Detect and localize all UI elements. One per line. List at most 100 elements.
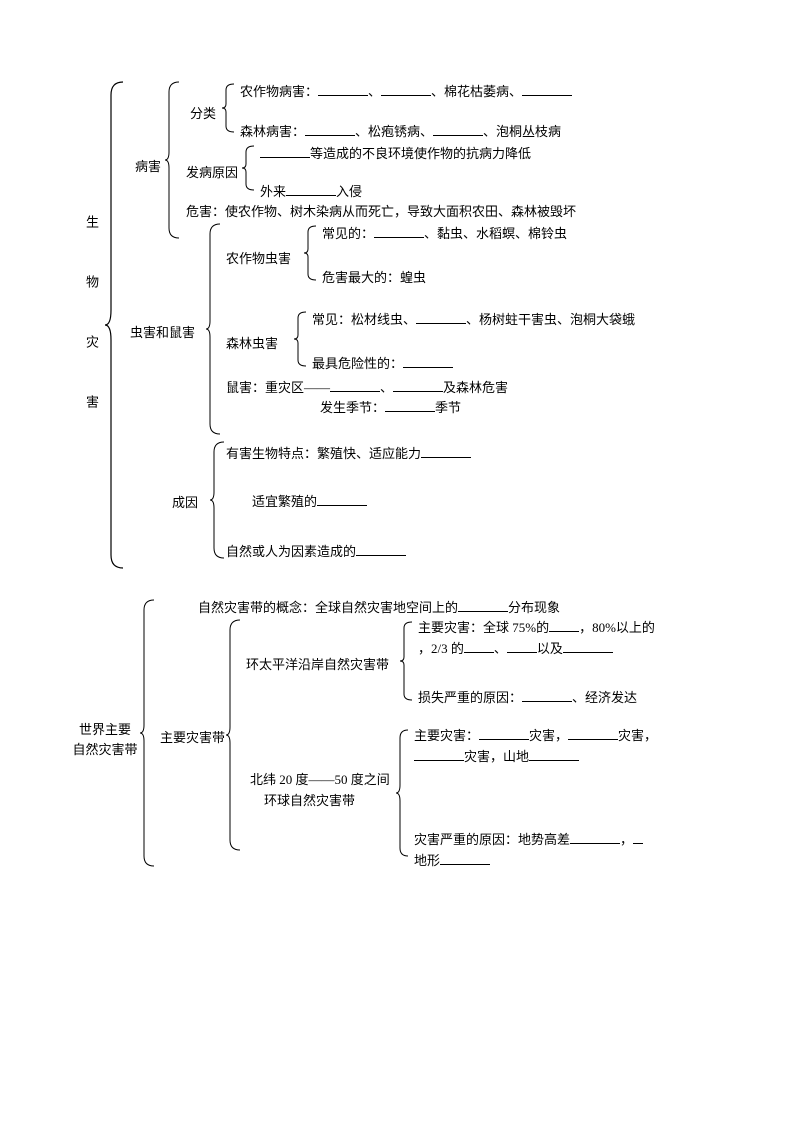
blank xyxy=(440,851,490,865)
htp-loss: 损失严重的原因： 、经济发达 xyxy=(418,688,637,709)
t: 、 xyxy=(380,380,393,395)
label-nzwch: 农作物虫害 xyxy=(226,248,291,267)
blank xyxy=(317,492,367,506)
blank xyxy=(385,398,435,412)
t: 等造成的不良环境使作物的抗病力降低 xyxy=(310,146,531,161)
root-world-disaster-belt: 世界主要 自然灾害带 xyxy=(70,720,140,759)
t: 发生季节： xyxy=(320,400,385,415)
blank xyxy=(286,182,336,196)
brace-slch xyxy=(294,310,308,368)
brace-s2-root xyxy=(140,598,156,868)
t: 、杨树蛀干害虫、泡桐大袋蛾 xyxy=(466,312,635,327)
brace-htp xyxy=(400,620,414,702)
bh-weihai: 危害：使农作物、树木染病从而死亡，导致大面积农田、森林被毁坏 xyxy=(186,202,576,223)
blank xyxy=(507,639,537,653)
t: 灾害，山地 xyxy=(464,749,529,764)
t: 灾害， xyxy=(618,728,657,743)
t: 主要灾害： xyxy=(414,728,479,743)
crop-disease-line: 农作物病害：、、棉花枯萎病、 xyxy=(240,82,572,103)
t: ，2/3 的 xyxy=(418,641,464,656)
bw-zy: 主要灾害： 灾害， 灾害， 灾害，山地 xyxy=(414,726,704,768)
fbyy-a: 等造成的不良环境使作物的抗病力降低 xyxy=(260,144,531,165)
label-binghai: 病害 xyxy=(135,156,161,175)
fbyy-b: 外来 入侵 xyxy=(260,182,362,203)
blank xyxy=(414,747,464,761)
shuhai-season: 发生季节： 季节 xyxy=(320,398,461,419)
blank xyxy=(633,830,643,844)
t: 入侵 xyxy=(336,184,362,199)
blank xyxy=(529,747,579,761)
blank xyxy=(356,542,406,556)
shuhai: 鼠害：重灾区—— 、 及森林危害 xyxy=(226,378,508,399)
t: 灾害， xyxy=(529,728,568,743)
brace-fenlei xyxy=(222,82,236,134)
root-biological-disaster: 生 物 灾 害 xyxy=(82,215,101,424)
blank xyxy=(374,224,424,238)
label-zyzhd: 主要灾害带 xyxy=(160,727,225,746)
label-htp: 环太平洋沿岸自然灾害带 xyxy=(246,654,389,673)
blank xyxy=(381,82,431,96)
t: 、黏虫、水稻螟、棉铃虫 xyxy=(424,226,567,241)
blank xyxy=(549,618,579,632)
blank xyxy=(421,444,471,458)
t: 森林病害： xyxy=(240,124,305,139)
bw2: 环球自然灾害带 xyxy=(250,791,390,812)
t: ，80%以上的 xyxy=(579,620,655,635)
brace-s1-root xyxy=(105,80,125,570)
slch-a: 常见：松材线虫、、杨树蛀干害虫、泡桐大袋蛾 xyxy=(312,310,635,331)
blank xyxy=(522,82,572,96)
label-chengyin: 成因 xyxy=(172,492,198,511)
brace-zyzhd xyxy=(226,618,242,852)
cy-b: 适宜繁殖的 xyxy=(252,492,367,513)
blank xyxy=(458,598,508,612)
blank xyxy=(570,830,620,844)
t: 鼠害：重灾区—— xyxy=(226,380,330,395)
t: 、松疱锈病、 xyxy=(355,124,433,139)
brace-binghai xyxy=(165,80,181,240)
t: 损失严重的原因： xyxy=(418,690,522,705)
t: 分布现象 xyxy=(508,600,560,615)
brace-chsh xyxy=(206,222,222,436)
t: 常见的： xyxy=(322,226,374,241)
t: 灾害严重的原因：地势高差 xyxy=(414,832,570,847)
forest-disease-line: 森林病害： 、松疱锈病、 、泡桐丛枝病 xyxy=(240,122,561,143)
label-fbyy: 发病原因 xyxy=(186,162,238,181)
t: 适宜繁殖的 xyxy=(252,494,317,509)
brace-cy xyxy=(210,440,226,560)
slch-b: 最具危险性的： xyxy=(312,354,453,375)
blank xyxy=(330,378,380,392)
t: 、经济发达 xyxy=(572,690,637,705)
label-chsh: 虫害和鼠害 xyxy=(130,322,195,341)
t: 季节 xyxy=(435,400,461,415)
blank xyxy=(464,639,494,653)
t: 主要灾害：全球 75%的 xyxy=(418,620,549,635)
cy-a: 有害生物特点：繁殖快、适应能力 xyxy=(226,444,471,465)
t: 有害生物特点：繁殖快、适应能力 xyxy=(226,446,421,461)
blank xyxy=(479,726,529,740)
htp-zy: 主要灾害：全球 75%的 ，80%以上的 ，2/3 的 、 以及 xyxy=(418,618,698,660)
brace-nzwch xyxy=(304,224,318,282)
bw1: 北纬 20 度——50 度之间 xyxy=(250,770,390,791)
t: 、 xyxy=(494,641,507,656)
blank xyxy=(568,726,618,740)
t: ， xyxy=(620,832,633,847)
brace-bw xyxy=(396,728,410,858)
label-fenlei: 分类 xyxy=(190,103,216,122)
label-bw: 北纬 20 度——50 度之间 环球自然灾害带 xyxy=(250,770,390,812)
r1: 世界主要 xyxy=(70,720,140,740)
nzwch-a: 常见的： 、黏虫、水稻螟、棉铃虫 xyxy=(322,224,567,245)
t: 自然灾害带的概念：全球自然灾害地空间上的 xyxy=(198,600,458,615)
t: 及森林危害 xyxy=(443,380,508,395)
t: 、泡桐丛枝病 xyxy=(483,124,561,139)
t: 以及 xyxy=(537,641,563,656)
brace-fbyy xyxy=(242,144,256,192)
nzwch-b: 危害最大的：蝗虫 xyxy=(322,268,426,289)
bw-reason: 灾害严重的原因：地势高差 ， 地形 xyxy=(414,830,704,872)
blank xyxy=(318,82,368,96)
concept-line: 自然灾害带的概念：全球自然灾害地空间上的 分布现象 xyxy=(198,598,560,619)
r2: 自然灾害带 xyxy=(70,740,140,760)
t: 地形 xyxy=(414,853,440,868)
t: 外来 xyxy=(260,184,286,199)
t: 最具危险性的： xyxy=(312,356,403,371)
blank xyxy=(563,639,613,653)
